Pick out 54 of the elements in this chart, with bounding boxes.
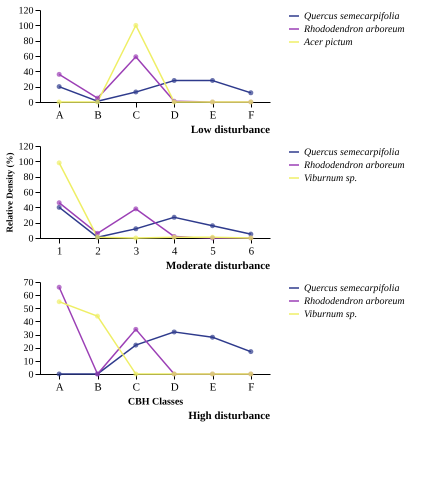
x-tick-label: E	[210, 382, 217, 394]
x-tick-label: 3	[134, 246, 140, 258]
legend-label: Quercus semecarpifolia	[304, 11, 400, 22]
x-tick-label: 6	[248, 246, 255, 258]
legend-label: Acer pictum	[303, 37, 353, 48]
x-tick-label: 1	[56, 246, 62, 258]
y-tick-label: 30	[24, 330, 34, 342]
y-tick-label: 20	[24, 218, 34, 230]
y-tick-label: 60	[24, 52, 34, 62]
y-tick-label: 120	[18, 142, 34, 152]
x-tick-label: B	[94, 382, 102, 394]
y-tick-label: 0	[28, 98, 34, 108]
y-tick-label: 40	[24, 66, 34, 78]
y-tick-label: 40	[24, 316, 34, 328]
y-tick-label: 20	[24, 82, 34, 94]
y-tick-label: 40	[24, 202, 34, 214]
legend-label: Viburnum sp.	[304, 309, 358, 320]
legend-label: Rhododendron arboreum	[303, 296, 405, 307]
y-tick-label: 80	[24, 36, 34, 48]
x-tick-label: 2	[95, 246, 101, 258]
y-tick-label: 50	[24, 304, 34, 315]
x-tick-label: C	[132, 110, 140, 122]
y-tick-label: 60	[24, 290, 34, 302]
y-tick-label: 0	[28, 234, 34, 244]
y-tick-label: 10	[24, 356, 34, 368]
y-tick-label: 80	[24, 172, 34, 184]
y-tick-label: 0	[28, 370, 34, 380]
x-axis-title: CBH Classes	[128, 396, 184, 408]
legend-label: Rhododendron arboreum	[303, 160, 405, 171]
x-tick-label: D	[170, 110, 179, 122]
x-tick-label: 4	[172, 246, 178, 258]
x-tick-label: F	[248, 382, 254, 394]
y-tick-label: 100	[18, 156, 34, 168]
x-tick-label: E	[210, 110, 217, 122]
legend-label: Viburnum sp.	[304, 173, 358, 184]
x-tick-label: A	[56, 110, 64, 122]
text: High disturbance	[188, 410, 270, 422]
y-axis-title: Relative Density (%)	[4, 152, 14, 232]
text: Low disturbance	[190, 124, 270, 136]
y-tick-label: 20	[24, 343, 34, 354]
x-tick-label: 5	[210, 246, 216, 258]
y-tick-label: 60	[24, 188, 34, 198]
text: Quercus semecarpifolia	[304, 147, 400, 158]
text: Moderate disturbance	[166, 260, 270, 272]
x-tick-label: A	[56, 382, 64, 394]
y-tick-label: 70	[24, 278, 34, 288]
x-tick-label: F	[248, 110, 254, 122]
y-tick-label: 100	[18, 20, 34, 32]
x-tick-label: C	[132, 382, 140, 394]
y-tick-label: 120	[18, 6, 34, 16]
x-tick-label: B	[94, 110, 102, 122]
text: Quercus semecarpifolia	[304, 283, 400, 294]
legend-label: Rhododendron arboreum	[303, 24, 405, 35]
x-tick-label: D	[170, 382, 179, 394]
